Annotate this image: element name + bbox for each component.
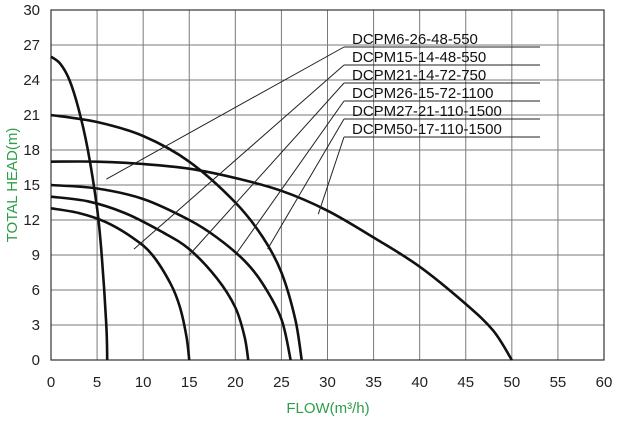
x-tick-label: 30 [319, 374, 336, 391]
x-tick-label: 25 [273, 374, 290, 391]
legend-entry: DCPM50-17-110-1500 [352, 121, 502, 138]
y-tick-label: 12 [23, 212, 40, 229]
legend-leader-line [234, 100, 345, 256]
legend-leader-line [267, 118, 345, 250]
y-tick-label: 27 [23, 37, 40, 54]
y-tick-label: 6 [32, 282, 40, 299]
x-tick-label: 60 [596, 374, 613, 391]
legend-entry: DCPM21-14-72-750 [352, 67, 486, 84]
y-tick-label: 18 [23, 142, 40, 159]
y-tick-label: 15 [23, 177, 40, 194]
series-curve [50, 160, 513, 361]
series-curve [50, 195, 250, 361]
legend: DCPM6-26-48-550DCPM15-14-48-550DCPM21-14… [352, 31, 502, 138]
legend-entry: DCPM27-21-110-1500 [352, 103, 502, 120]
series-curves [50, 55, 513, 361]
legend-leader-line [106, 46, 345, 180]
legend-entry: DCPM6-26-48-550 [352, 31, 478, 48]
y-axis-label: TOTAL HEAD(m) [4, 128, 21, 243]
y-tick-label: 9 [32, 247, 40, 264]
y-tick-label: 0 [32, 352, 40, 369]
y-axis-ticks: 0 3 6 9 12 15 18 21 24 27 30 [23, 2, 40, 369]
legend-entry: DCPM26-15-72-1100 [352, 85, 493, 102]
series-curve [50, 55, 109, 361]
x-axis-ticks: 0 5 10 15 20 25 30 35 40 45 50 55 60 [47, 374, 613, 391]
x-tick-label: 45 [457, 374, 474, 391]
series-curve [50, 207, 191, 361]
x-tick-label: 50 [503, 374, 520, 391]
legend-leader-lines [106, 46, 540, 256]
legend-entry: DCPM15-14-48-550 [352, 49, 486, 66]
x-tick-label: 20 [227, 374, 244, 391]
legend-leader-line [188, 82, 345, 256]
y-tick-label: 21 [23, 107, 40, 124]
series-curve [50, 183, 292, 361]
series-curve [50, 113, 303, 361]
x-tick-label: 40 [411, 374, 428, 391]
x-tick-label: 0 [47, 374, 55, 391]
y-tick-label: 24 [23, 72, 40, 89]
legend-leader-line [317, 136, 345, 215]
x-tick-label: 15 [181, 374, 198, 391]
x-tick-label: 10 [135, 374, 152, 391]
x-tick-label: 55 [550, 374, 567, 391]
legend-leader-line [133, 64, 345, 250]
x-tick-label: 35 [365, 374, 382, 391]
y-tick-label: 3 [32, 317, 40, 334]
x-axis-label: FLOW(m³/h) [286, 400, 369, 417]
y-tick-label: 30 [23, 2, 40, 19]
x-tick-label: 5 [93, 374, 101, 391]
